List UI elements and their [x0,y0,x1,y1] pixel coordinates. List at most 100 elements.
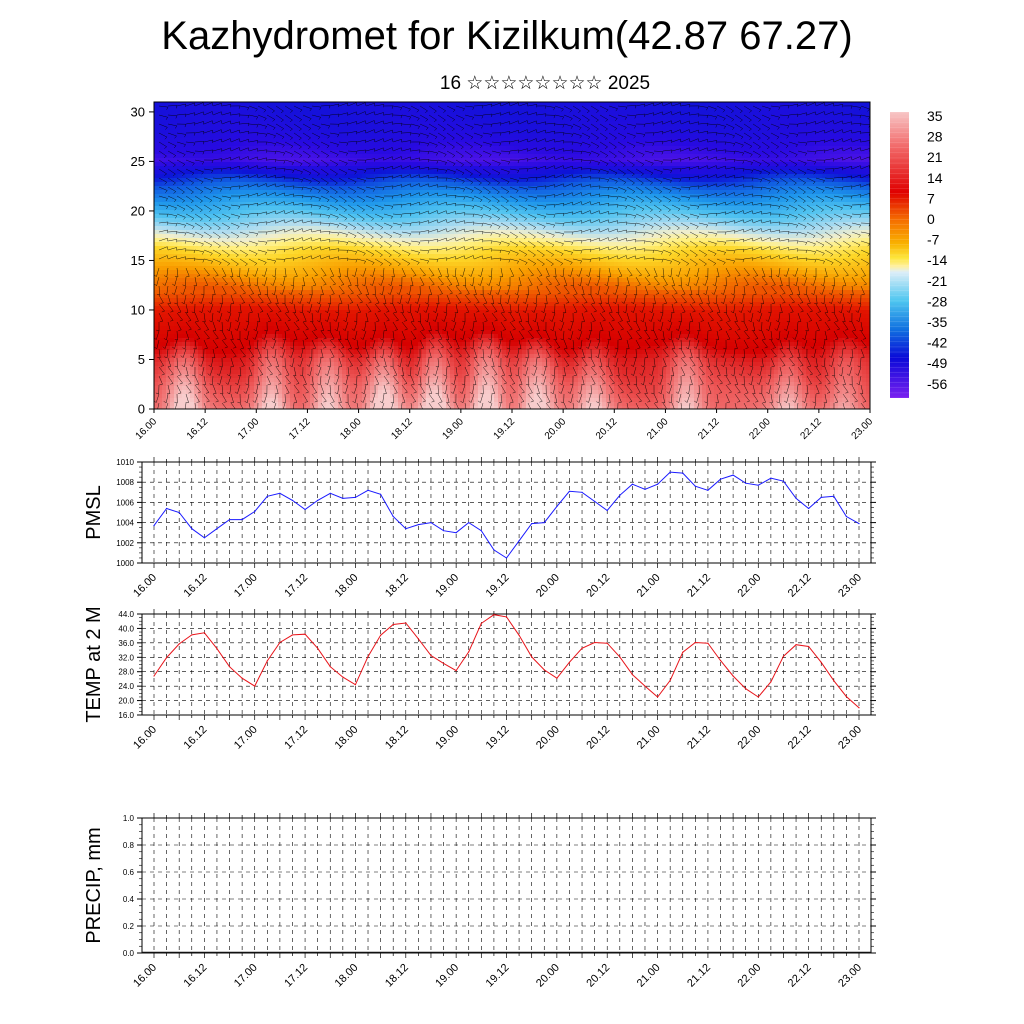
heatmap-cell [190,234,195,239]
heatmap-cell [314,370,319,375]
heatmap-cell [326,270,331,275]
heatmap-cell [258,206,263,211]
heatmap-cell [154,262,159,267]
heatmap-cell [158,390,163,395]
heatmap-cell [338,286,343,291]
heatmap-cell [258,238,263,243]
heatmap-cell [154,370,159,375]
heatmap-cell [330,338,335,343]
heatmap-cell [278,338,283,343]
heatmap-cell [362,318,367,323]
heatmap-cell [302,322,307,327]
heatmap-cell [194,206,199,211]
heatmap-cell [246,318,251,323]
heatmap-cell [350,206,355,211]
heatmap-cell [262,194,267,199]
heatmap-cell [210,186,215,191]
heatmap-cell [282,402,287,407]
heatmap-cell [214,186,219,191]
heatmap-cell [250,406,255,409]
heatmap-cell [170,222,175,227]
heatmap-cell [302,154,307,159]
heatmap-cell [262,134,267,139]
heatmap-cell [182,402,187,407]
heatmap-cell [198,290,203,295]
heatmap-cell [350,310,355,315]
heatmap-cell [258,322,263,327]
heatmap-cell [358,262,363,267]
heatmap-cell [162,174,167,179]
heatmap-cell [362,190,367,195]
heatmap-cell [334,150,339,155]
heatmap-cell [350,202,355,207]
heatmap-cell [258,186,263,191]
heatmap-cell [354,158,359,163]
heatmap-cell [274,290,279,295]
heatmap-cell [366,174,371,179]
heatmap-cell [178,386,183,391]
heatmap-cell [234,102,239,107]
heatmap-cell [270,290,275,295]
heatmap-cell [210,226,215,231]
heatmap-cell [166,126,171,131]
heatmap-cell [318,198,323,203]
heatmap-cell [318,342,323,347]
heatmap-cell [366,366,371,371]
heatmap-cell [162,138,167,143]
heatmap-cell [374,374,379,379]
heatmap-cell [342,178,347,183]
heatmap-cell [342,362,347,367]
heatmap-cell [218,310,223,315]
heatmap-cell [194,290,199,295]
heatmap-cell [314,118,319,123]
heatmap-cell [394,170,399,175]
heatmap-cell [226,314,231,319]
heatmap-cell [298,170,303,175]
heatmap-cell [222,378,227,383]
heatmap-cell [170,134,175,139]
heatmap-cell [250,158,255,163]
heatmap-cell [154,258,159,263]
heatmap-cell [246,170,251,175]
heatmap-cell [186,250,191,255]
heatmap-cell [154,170,159,175]
heatmap-cell [250,350,255,355]
heatmap-cell [398,270,403,275]
heatmap-cell [354,350,359,355]
heatmap-cell [294,154,299,159]
heatmap-cell [246,134,251,139]
heatmap-cell [170,270,175,275]
heatmap-cell [246,226,251,231]
heatmap-cell [402,198,407,203]
heatmap-cell [218,194,223,199]
heatmap-cell [158,306,163,311]
heatmap-cell [198,318,203,323]
heatmap-cell [370,210,375,215]
heatmap-cell [342,182,347,187]
heatmap-cell [290,122,295,127]
heatmap-cell [346,270,351,275]
heatmap-cell [406,322,411,327]
heatmap-cell [278,350,283,355]
heatmap-cell [182,194,187,199]
heatmap-cell [174,226,179,231]
heatmap-cell [334,194,339,199]
heatmap-cell [326,246,331,251]
heatmap-cell [274,342,279,347]
heatmap-cell [330,262,335,267]
heatmap-cell [226,338,231,343]
heatmap-cell [346,238,351,243]
heatmap-cell [306,338,311,343]
heatmap-cell [242,126,247,131]
heatmap-cell [170,286,175,291]
heatmap-cell [166,230,171,235]
heatmap-cell [270,342,275,347]
heatmap-cell [186,106,191,111]
heatmap-cell [294,106,299,111]
heatmap-cell [326,378,331,383]
heatmap-cell [386,406,391,409]
heatmap-cell [202,354,207,359]
heatmap-cell [234,278,239,283]
heatmap-cell [158,250,163,255]
heatmap-cell [294,198,299,203]
